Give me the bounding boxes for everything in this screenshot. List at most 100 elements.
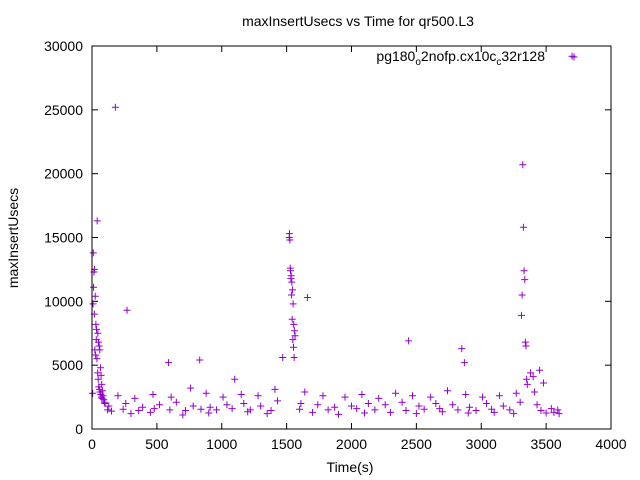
data-point <box>290 354 298 362</box>
data-point <box>412 410 420 418</box>
data-point <box>479 393 487 401</box>
y-tick-label: 5000 <box>52 357 83 373</box>
data-point <box>364 399 372 407</box>
data-point <box>523 380 531 388</box>
data-point <box>495 392 503 400</box>
y-tick-label: 25000 <box>44 102 83 118</box>
data-point <box>105 402 113 410</box>
data-point <box>181 406 189 414</box>
data-point <box>402 406 410 414</box>
y-tick-label: 10000 <box>44 293 83 309</box>
data-point <box>240 399 248 407</box>
data-point <box>529 373 537 381</box>
data-point <box>92 336 100 344</box>
data-point <box>94 369 102 377</box>
data-point <box>104 406 112 414</box>
data-point <box>472 406 480 414</box>
data-point <box>341 393 349 401</box>
data-point <box>91 292 99 300</box>
data-point <box>274 397 282 405</box>
y-axis-label: maxInsertUsecs <box>5 188 21 288</box>
data-point <box>516 398 524 406</box>
data-point <box>537 406 545 414</box>
data-point <box>223 401 231 409</box>
data-point <box>179 411 187 419</box>
data-point <box>219 393 227 401</box>
legend-marker-icon <box>570 53 578 61</box>
data-point <box>92 320 100 328</box>
data-point <box>91 346 99 354</box>
data-point <box>100 398 108 406</box>
data-point <box>398 398 406 406</box>
data-point <box>314 401 322 409</box>
data-point <box>408 392 416 400</box>
data-point <box>335 410 343 418</box>
data-point <box>488 405 496 413</box>
y-tick-label: 30000 <box>44 38 83 54</box>
data-point <box>167 393 175 401</box>
data-point <box>92 351 100 359</box>
data-point <box>127 410 135 418</box>
data-point <box>460 359 468 367</box>
data-point <box>521 276 529 284</box>
data-point <box>146 408 154 416</box>
data-point <box>135 406 143 414</box>
data-point <box>101 399 109 407</box>
data-point <box>187 384 195 392</box>
x-axis-label: Time(s) <box>327 459 374 475</box>
data-point <box>454 406 462 414</box>
data-point <box>89 249 97 257</box>
data-point <box>93 217 101 225</box>
data-point <box>360 409 368 417</box>
data-point <box>432 399 440 407</box>
data-point <box>415 402 423 410</box>
data-point <box>285 230 293 238</box>
data-point <box>107 407 115 415</box>
data-point <box>510 410 518 418</box>
data-point <box>111 103 119 111</box>
data-point <box>290 343 298 351</box>
data-point <box>139 403 147 411</box>
x-tick-label: 1000 <box>206 436 237 452</box>
data-point <box>202 389 210 397</box>
y-axis: 0 5000 10000 15000 20000 25000 30000 <box>44 38 611 437</box>
data-point <box>286 236 294 244</box>
data-point <box>96 364 104 372</box>
data-point <box>98 394 106 402</box>
data-point <box>172 398 180 406</box>
data-point <box>517 311 525 319</box>
data-point <box>287 274 295 282</box>
data-point <box>228 405 236 413</box>
data-point <box>319 392 327 400</box>
data-point <box>122 399 130 407</box>
data-point <box>94 329 102 337</box>
data-point <box>271 385 279 393</box>
data-point <box>237 391 245 399</box>
data-point <box>348 402 355 410</box>
x-tick-label: 1500 <box>271 436 302 452</box>
data-point <box>506 406 514 414</box>
legend: pg180o2nofp.cx10cc32r128 <box>376 48 578 68</box>
data-point <box>358 391 366 399</box>
data-point <box>522 342 530 350</box>
data-point <box>530 388 538 396</box>
data-point <box>97 393 105 401</box>
x-tick-label: 3000 <box>466 436 497 452</box>
data-point <box>288 286 296 294</box>
data-point <box>542 409 550 417</box>
data-point <box>519 161 527 169</box>
data-point <box>386 408 394 416</box>
data-point <box>89 300 97 308</box>
data-point <box>540 379 548 387</box>
data-point <box>231 375 239 383</box>
data-point <box>550 408 558 416</box>
data-point <box>89 389 97 397</box>
x-tick-label: 500 <box>145 436 169 452</box>
data-point <box>288 278 296 286</box>
data-point <box>291 332 299 340</box>
data-point <box>279 354 287 362</box>
data-point <box>94 375 102 383</box>
data-point <box>482 399 490 407</box>
data-point <box>213 406 221 414</box>
